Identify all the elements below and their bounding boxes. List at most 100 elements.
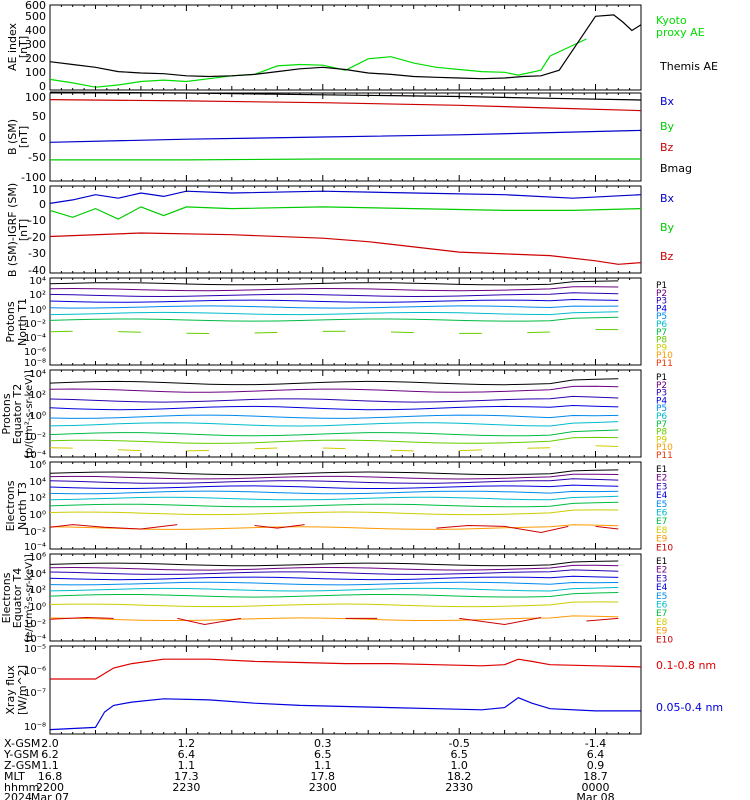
channel-line-4 <box>49 414 619 419</box>
b-ytick-label: 50 <box>32 110 46 123</box>
channel-line-2 <box>49 569 619 575</box>
ee-ytick-label: 10² <box>29 585 46 596</box>
series-line-0 <box>50 658 642 680</box>
footer-cell: -0.5 <box>448 737 469 750</box>
channel-e10-segment-4 <box>586 617 619 622</box>
legend-b-bx: Bx <box>660 95 675 108</box>
channel-legend-e2: E2 <box>656 566 667 576</box>
pn-plot-area <box>49 280 619 334</box>
series-line-0 <box>49 129 642 143</box>
channel-legend-e9: E9 <box>656 535 668 545</box>
channel-line-0 <box>49 469 619 476</box>
pn-ytick-labels: 10⁴ 10² 10⁰ 10⁻² 10⁻⁴ 10⁻⁶ 10⁻⁸ <box>24 276 46 369</box>
ae-ytick-label: 500 <box>25 10 46 23</box>
channel-line-4 <box>49 305 619 309</box>
ee-ytick-label: 10⁻² <box>24 619 46 630</box>
ae-ytick-label: 600 <box>25 0 46 12</box>
channel-legend-p3: P3 <box>656 389 667 399</box>
channel-legend-e8: E8 <box>656 526 668 536</box>
footer-row-label: X-GSM <box>4 737 40 750</box>
footer-cell: 2300 <box>309 781 337 794</box>
channel-legend-e6: E6 <box>656 509 668 519</box>
channel-legend-p6: P6 <box>656 320 667 330</box>
b-ytick-label: 0 <box>39 131 46 144</box>
ae-ylabel: AE index <box>6 22 19 71</box>
channel-legend-p1: P1 <box>656 373 667 383</box>
channel-legend-e2: E2 <box>656 474 667 484</box>
channel-segment-7 <box>254 331 278 334</box>
ee-ytick-label: 10⁴ <box>29 569 46 580</box>
channel-legend-p4: P4 <box>656 396 667 406</box>
channel-legend-e8: E8 <box>656 618 668 628</box>
channel-legends: P1P2P3P4P5P6P7P8P9P10P11P1P2P3P4P5P6P7P8… <box>656 281 673 645</box>
channel-line-0 <box>49 280 619 286</box>
ee-ytick-labels: 10⁶ 10⁴ 10² 10⁰ 10⁻² 10⁻⁴ <box>24 552 46 645</box>
channel-line-1 <box>49 385 619 393</box>
b-ytick-label: -50 <box>28 151 46 164</box>
legend-bd-by: By <box>660 221 675 234</box>
en-ytick-label: 10⁻² <box>24 527 46 538</box>
series-line-1 <box>49 697 641 731</box>
bd-ytick-labels: -40 -30 -20 -10 0 10 <box>28 183 46 277</box>
channel-line-6 <box>49 501 619 508</box>
en-ytick-label: 10⁴ <box>29 477 46 488</box>
pn-ytick-label: 10⁻⁶ <box>24 347 46 358</box>
footer-cell: 6.4 <box>587 748 605 761</box>
pn-ytick-label: 10⁴ <box>29 276 46 287</box>
channel-legend-p5: P5 <box>656 312 667 322</box>
footer-cell: 0.9 <box>587 759 605 772</box>
ae-ytick-label: 300 <box>25 38 46 51</box>
channel-legend-e1: E1 <box>656 557 667 567</box>
pe-ylabel-unit: [p/(cm²-s-sr-keV)] <box>24 370 35 458</box>
legend-xr-1: 0.1-0.8 nm <box>656 659 716 672</box>
bd-ytick-label: -20 <box>28 231 46 244</box>
xr-ytick-labels: 10⁻⁵ 10⁻⁶ 10⁻⁷ 10⁻⁸ <box>24 644 46 733</box>
pe-ytick-labels: 10⁴ 10² 10⁰ 10⁻² 10⁻⁴ <box>24 369 46 461</box>
channel-line-5 <box>49 586 619 592</box>
channel-legend-e10: E10 <box>656 635 673 645</box>
channel-e10-segment-1 <box>177 617 241 626</box>
footer-row-label: hhmm <box>4 781 39 794</box>
channel-line-7 <box>49 509 619 516</box>
footer-row-label: 2024 <box>4 791 32 800</box>
footer-cell: 1.1 <box>41 759 59 772</box>
channel-line-5 <box>49 421 619 427</box>
footer-cell: 2230 <box>172 781 200 794</box>
channel-segment-7 <box>390 331 414 334</box>
pe-panel <box>49 369 642 458</box>
footer-cell: 0000 <box>582 781 610 794</box>
xr-ytick-label: 10⁻⁷ <box>24 688 46 699</box>
channel-line-0 <box>49 378 619 386</box>
series-line-0 <box>49 38 587 88</box>
channel-legend-p10: P10 <box>656 443 673 453</box>
ae-ytick-label: 200 <box>25 52 46 65</box>
bd-ytick-label: -30 <box>28 247 46 260</box>
footer-cell: 18.7 <box>583 770 608 783</box>
footer-cell: 16.8 <box>38 770 63 783</box>
channel-segment-8 <box>118 449 141 452</box>
channel-line-7 <box>49 601 619 608</box>
bd-ytick-label: 10 <box>32 183 46 196</box>
footer-cell: 2200 <box>36 781 64 794</box>
ae-ytick-labels: 0 100 200 300 400 500 600 <box>25 0 46 93</box>
ee-ytick-label: 10⁻⁴ <box>24 634 46 645</box>
channel-legend-p9: P9 <box>656 435 667 445</box>
b-ytick-label: 100 <box>25 91 46 104</box>
pe-ytick-label: 10⁻² <box>24 432 46 443</box>
channel-line-2 <box>49 478 619 484</box>
channel-legend-e1: E1 <box>656 465 667 475</box>
channel-legend-e5: E5 <box>656 500 667 510</box>
channel-line-3 <box>49 484 619 490</box>
channel-line-8 <box>49 615 619 621</box>
footer-cell: 6.2 <box>41 748 59 761</box>
channel-legend-p2: P2 <box>656 381 667 391</box>
pe-ylabel-sub: Equator T2 <box>11 384 24 444</box>
b-ylabel: B (SM) <box>6 119 19 155</box>
channel-legend-e9: E9 <box>656 627 668 637</box>
legend-kyoto-sub: proxy AE <box>656 26 705 39</box>
series-line-2 <box>49 99 642 112</box>
footer-cell: 18.2 <box>447 770 472 783</box>
channel-legend-p6: P6 <box>656 412 667 422</box>
xr-ylabel: Xray flux <box>4 665 17 715</box>
channel-line-2 <box>49 292 619 298</box>
